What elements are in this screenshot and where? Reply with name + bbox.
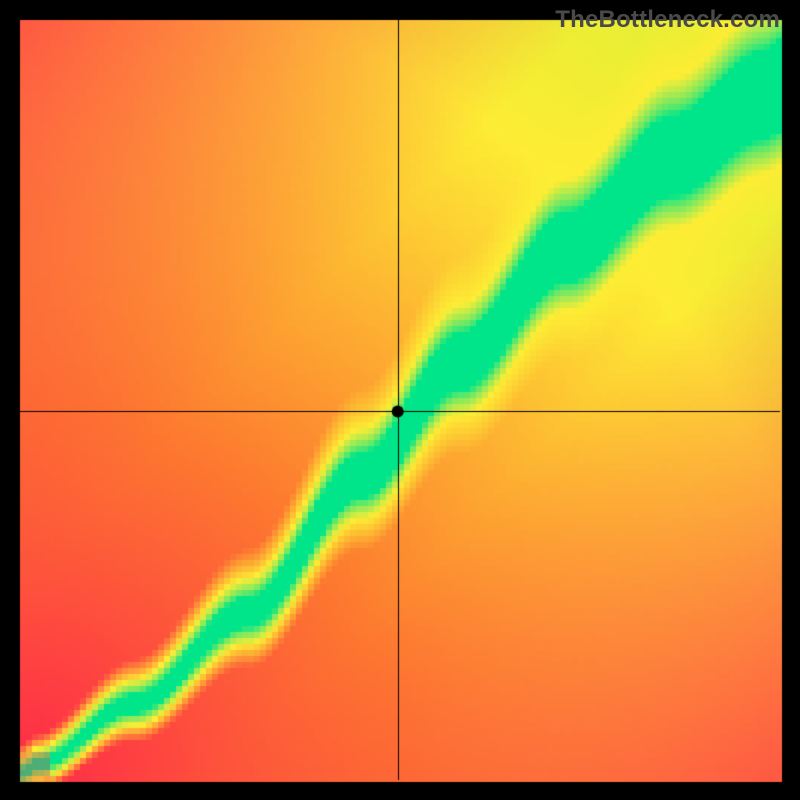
chart-container: TheBottleneck.com [0, 0, 800, 800]
watermark-text: TheBottleneck.com [555, 6, 780, 34]
heatmap-canvas [0, 0, 800, 800]
